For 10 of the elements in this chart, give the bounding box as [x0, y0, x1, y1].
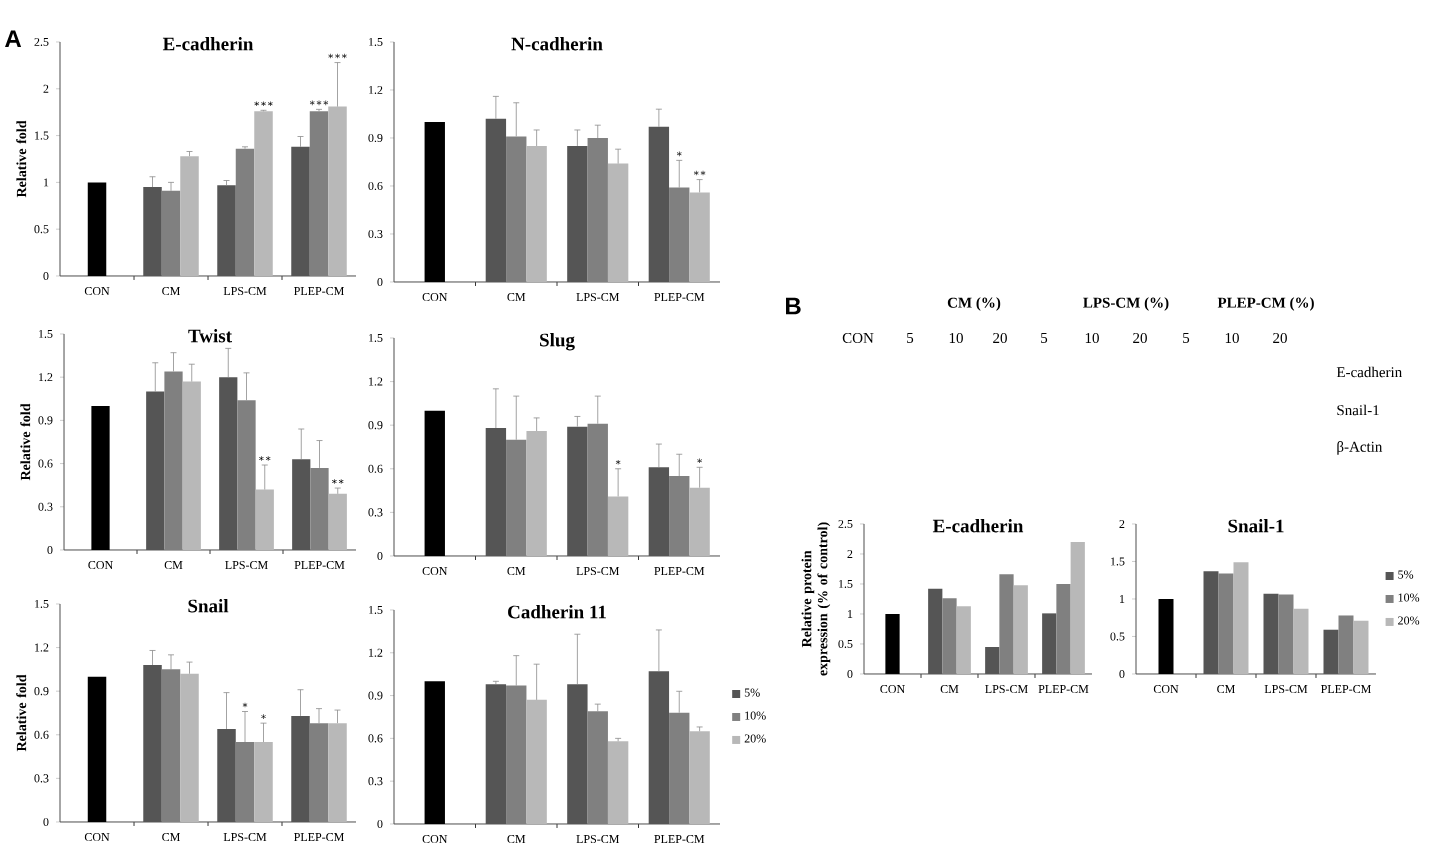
chart-title: E-cadherin [932, 519, 1024, 533]
chart-title: Snail [188, 599, 229, 613]
text: A [5, 30, 22, 47]
text: B [786, 297, 801, 315]
chart-title: Twist [188, 329, 232, 343]
chart-title: Cadherin 11 [508, 605, 606, 619]
chart-title: N-cadherin [511, 37, 603, 51]
chart-title: E-cadherin [162, 37, 254, 51]
chart-title: Snail-1 [1228, 519, 1284, 533]
chart-title: Slug [540, 333, 575, 351]
